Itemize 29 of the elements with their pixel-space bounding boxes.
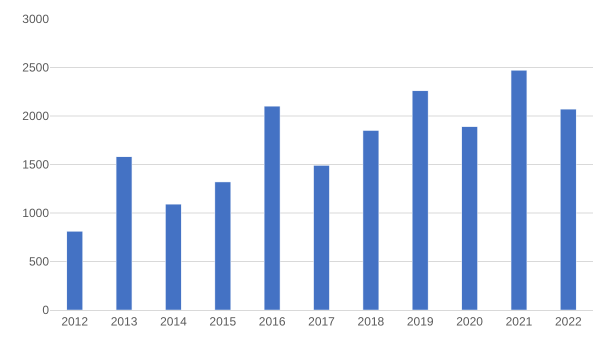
y-tick-label: 2000 bbox=[22, 109, 50, 124]
bar bbox=[510, 70, 528, 310]
x-tick-label: 2013 bbox=[110, 314, 138, 328]
x-tick-label: 2022 bbox=[554, 314, 582, 328]
bar bbox=[66, 231, 83, 310]
bar bbox=[264, 106, 280, 310]
x-tick-label: 2019 bbox=[406, 314, 434, 328]
x-tick-label: 2021 bbox=[506, 314, 533, 328]
bar bbox=[362, 130, 380, 310]
x-tick-label: 2017 bbox=[308, 314, 336, 328]
x-tick-label: 2018 bbox=[358, 314, 385, 328]
x-tick-label: 2020 bbox=[456, 314, 484, 328]
bar bbox=[313, 165, 330, 310]
x-tick-label: 2016 bbox=[258, 314, 286, 328]
y-tick-label: 2500 bbox=[22, 60, 50, 75]
bar bbox=[461, 126, 478, 310]
bar bbox=[560, 108, 576, 310]
y-tick-label: 0 bbox=[42, 303, 50, 318]
x-tick-label: 2015 bbox=[209, 314, 236, 328]
y-tick-label: 1000 bbox=[22, 206, 50, 220]
y-tick-label: 3000 bbox=[22, 12, 50, 26]
x-tick-label: 2012 bbox=[61, 314, 88, 328]
bar bbox=[116, 156, 132, 310]
y-tick-label: 500 bbox=[28, 254, 50, 269]
x-tick-label: 2014 bbox=[160, 314, 188, 328]
bar bbox=[214, 182, 231, 310]
y-tick-label: 1500 bbox=[22, 158, 50, 172]
bar bbox=[165, 204, 182, 310]
bar bbox=[412, 90, 428, 310]
